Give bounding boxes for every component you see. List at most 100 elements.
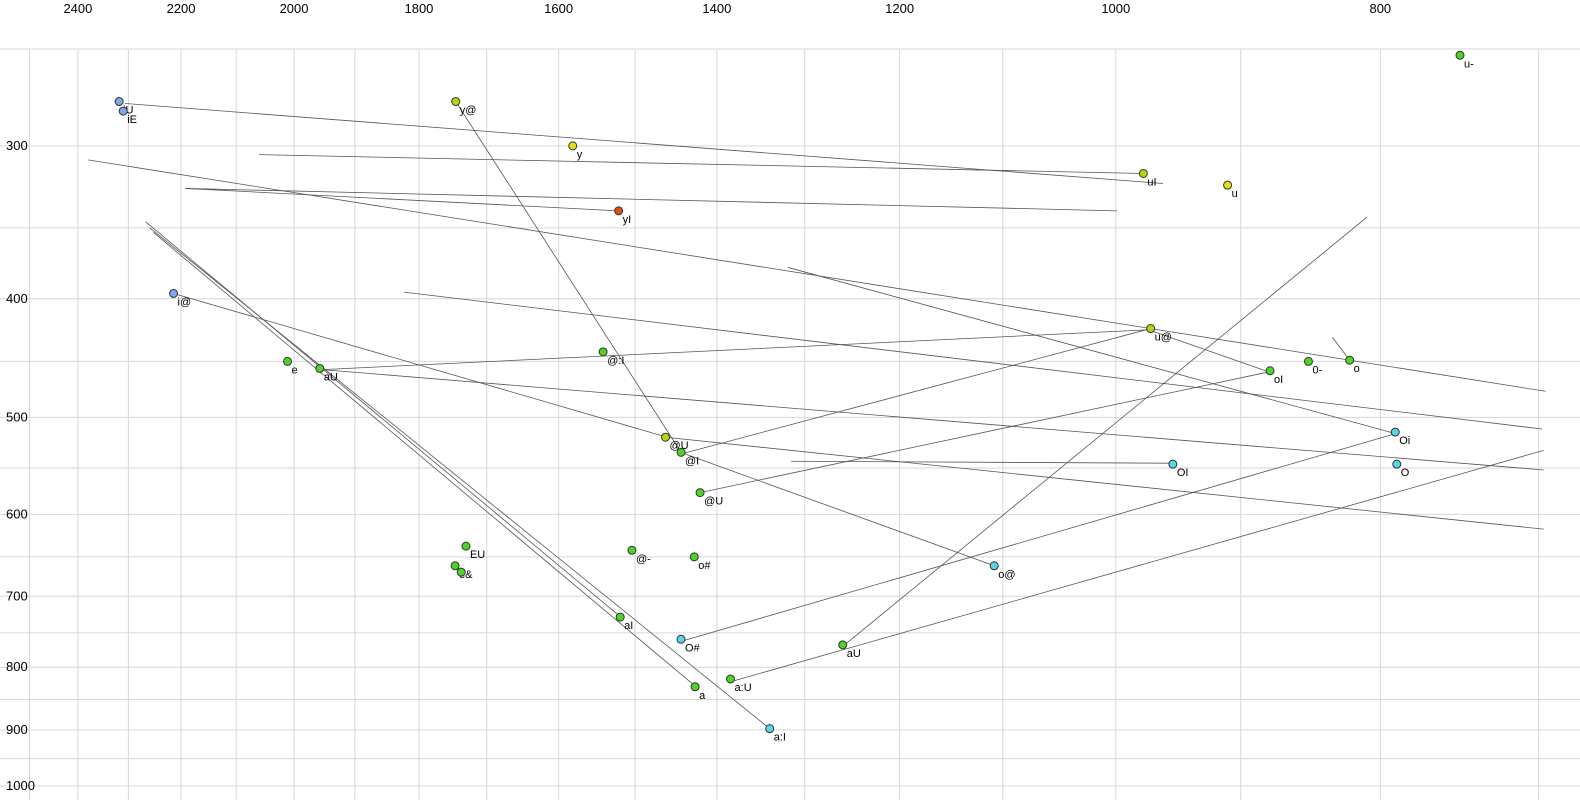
vowel-point-label: @-: [636, 553, 651, 565]
diphthong-trajectory-line: [185, 188, 619, 212]
vowel-point-label: e: [292, 364, 298, 376]
vowel-point-label: OI: [1177, 467, 1189, 479]
vowel-point[interactable]: [283, 356, 293, 366]
x-axis-tick-label: 2200: [167, 1, 196, 16]
vowel-point-label: o@: [998, 569, 1015, 581]
vowel-point[interactable]: [1303, 356, 1313, 366]
diphthong-trajectory-line: [185, 188, 1117, 212]
vowel-point-label: @U: [704, 496, 723, 508]
vowel-point-label: o#: [698, 560, 711, 572]
vowel-point-label: iE: [127, 114, 137, 126]
vowel-point[interactable]: [838, 640, 848, 650]
vowel-point[interactable]: [627, 545, 637, 555]
diphthong-trajectory-line: [683, 328, 1151, 454]
vowel-point[interactable]: [450, 561, 460, 571]
vowel-point[interactable]: [726, 674, 736, 684]
vowel-point[interactable]: [598, 347, 608, 357]
vowel-point-label: aU: [324, 371, 338, 383]
diphthong-trajectory-line: [665, 436, 1544, 530]
diphthong-trajectory-line: [173, 293, 668, 438]
diphthong-trajectory-line: [153, 232, 698, 689]
vowel-point-label: @:I: [607, 355, 624, 367]
diphthong-trajectory-line: [403, 291, 1543, 430]
y-axis-tick-label: 300: [6, 138, 28, 153]
vowel-point[interactable]: [451, 97, 461, 107]
vowel-point-label: yI: [623, 214, 632, 226]
vowel-point[interactable]: [1223, 180, 1233, 190]
y-axis-tick-label: 600: [6, 506, 28, 521]
vowel-point-label: aI: [624, 620, 633, 632]
y-axis-tick-label: 800: [6, 659, 28, 674]
vowel-point[interactable]: [1146, 324, 1156, 334]
vowel-point[interactable]: [568, 141, 578, 151]
diphthong-trajectory-line: [1151, 330, 1269, 373]
diphthong-trajectory-line: [258, 154, 1144, 174]
vowel-point-label: o: [1354, 363, 1360, 375]
diphthong-trajectory-line: [124, 103, 1163, 184]
vowel-point[interactable]: [1390, 427, 1400, 437]
vowel-point-label: a:U: [735, 682, 752, 694]
diphthong-trajectory-line: [1332, 336, 1350, 361]
x-axis-tick-label: 1800: [404, 1, 433, 16]
vowel-point[interactable]: [169, 288, 179, 298]
vowel-point-label: Oi: [1399, 435, 1410, 447]
vowel-point[interactable]: [315, 363, 325, 373]
vowel-point[interactable]: [118, 106, 128, 116]
vowel-point[interactable]: [689, 552, 699, 562]
vowel-point[interactable]: [461, 541, 471, 551]
vowel-point[interactable]: [1138, 168, 1148, 178]
vowel-point-label: a: [699, 690, 706, 702]
diphthong-trajectory-line: [787, 266, 1394, 434]
y-axis-tick-label: 1000: [6, 778, 35, 793]
vowel-point-label: @I: [685, 455, 699, 467]
diphthong-trajectory-line: [732, 449, 1544, 682]
vowel-point[interactable]: [695, 488, 705, 498]
y-axis-tick-label: 400: [6, 291, 28, 306]
x-axis-tick-label: 2000: [280, 1, 309, 16]
vowel-point-label: O#: [685, 642, 701, 654]
vowel-point-label: EU: [470, 549, 485, 561]
vowel-point[interactable]: [456, 567, 466, 577]
x-axis-tick-label: 2400: [63, 1, 92, 16]
vowel-point[interactable]: [676, 634, 686, 644]
diphthong-trajectory-line: [844, 216, 1368, 646]
diphthong-trajectory-line: [683, 433, 1394, 642]
vowel-point[interactable]: [614, 206, 624, 216]
vowel-point[interactable]: [765, 724, 775, 734]
vowel-point[interactable]: [1392, 459, 1402, 469]
x-axis-tick-label: 800: [1369, 1, 1391, 16]
x-axis-tick-label: 1600: [544, 1, 573, 16]
vowel-point-label: u-: [1464, 58, 1474, 70]
diphthong-trajectory-line: [322, 329, 1149, 371]
vowel-point[interactable]: [615, 612, 625, 622]
x-axis-tick-label: 1200: [885, 1, 914, 16]
vowel-point[interactable]: [1168, 459, 1178, 469]
vowel-point[interactable]: [690, 682, 700, 692]
vowel-point-label: oI: [1274, 374, 1283, 386]
vowel-point[interactable]: [676, 447, 686, 457]
vowel-point-label: y: [577, 149, 583, 161]
vowel-point[interactable]: [1345, 355, 1355, 365]
y-axis-tick-label: 500: [6, 409, 28, 424]
vowel-point[interactable]: [661, 432, 671, 442]
diphthong-trajectory-line: [322, 369, 1544, 471]
vowel-point[interactable]: [1265, 366, 1275, 376]
x-axis-tick-label: 1000: [1101, 1, 1130, 16]
vowel-point-label: uI: [1147, 176, 1156, 188]
diphthong-trajectory-line: [699, 371, 1269, 494]
vowel-point-label: i@: [178, 296, 192, 308]
vowel-point-label: 0-: [1312, 364, 1322, 376]
vowel-point[interactable]: [1455, 50, 1465, 60]
diphthong-trajectory-line: [683, 452, 995, 567]
vowel-point[interactable]: [989, 561, 999, 571]
vowel-point[interactable]: [114, 97, 124, 107]
vowel-point-label: aU: [847, 648, 861, 660]
diphthong-trajectory-line: [791, 460, 1171, 464]
vowel-point-label: iU: [123, 105, 133, 117]
diphthong-trajectory-line: [455, 101, 682, 453]
x-axis-tick-label: 1400: [702, 1, 731, 16]
vowel-point-label: u: [1232, 188, 1238, 200]
